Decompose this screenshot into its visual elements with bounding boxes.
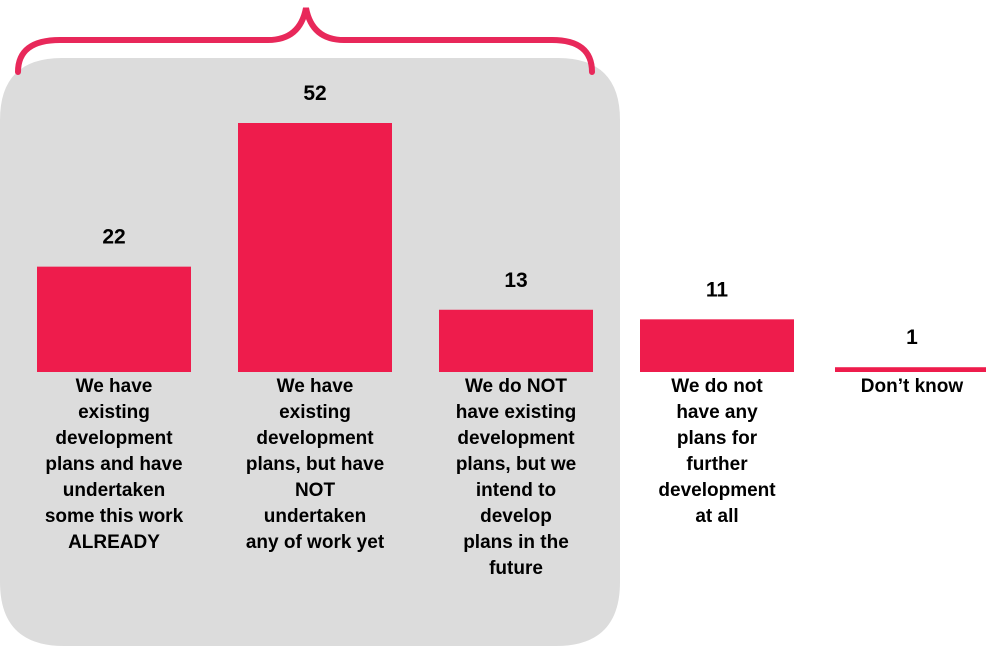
category-label-2: We have existing development plans, but hav… (246, 376, 385, 553)
bar-2 (238, 123, 392, 372)
category-label-3: We do NOT have existing development plans, … (456, 376, 576, 579)
bar-1 (37, 266, 191, 372)
category-label-5: Don’t know (861, 376, 964, 397)
data-label-3: 13 (504, 269, 527, 292)
highlight-brace (15, 7, 595, 75)
bars-layer (37, 123, 986, 372)
data-label-2: 52 (303, 82, 326, 105)
category-label-1: We have existing development plans and have… (45, 376, 184, 553)
bar-5 (835, 367, 986, 372)
data-label-1: 22 (102, 226, 125, 249)
category-label-4: We do not have any plans for further develop… (658, 376, 776, 527)
data-label-4: 11 (706, 278, 729, 301)
category-labels-layer: We have existing development plans and have… (45, 376, 964, 579)
bar-4 (640, 319, 794, 372)
bar-3 (439, 309, 593, 372)
data-label-5: 1 (906, 326, 918, 349)
